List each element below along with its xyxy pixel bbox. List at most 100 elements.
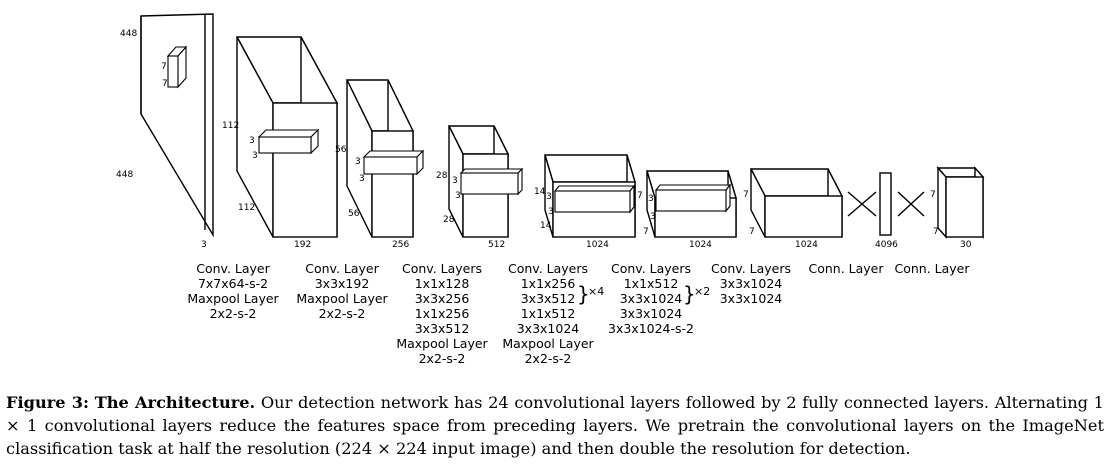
svg-text:3: 3	[650, 212, 656, 222]
block-output: 7 7 30	[930, 166, 985, 250]
svg-text:7: 7	[743, 190, 749, 200]
svg-text:Maxpool Layer: Maxpool Layer	[502, 336, 594, 351]
layer-desc-6: Conv. Layers 3x3x1024 3x3x1024	[711, 261, 791, 306]
layer-desc-2: Conv. Layer 3x3x192 Maxpool Layer 2x2-s-…	[296, 261, 388, 321]
svg-text:3x3x1024: 3x3x1024	[517, 321, 580, 336]
kernel-3x3	[553, 184, 636, 214]
block-6: 7 7 1024 3 3	[637, 170, 737, 250]
svg-text:3: 3	[546, 192, 552, 202]
caption-title: The Architecture.	[94, 393, 256, 412]
svg-text:7: 7	[930, 190, 936, 200]
svg-text:Conv. Layer: Conv. Layer	[305, 261, 379, 276]
svg-text:28: 28	[436, 171, 448, 181]
kernel-h-label: 7	[161, 62, 167, 72]
svg-text:3: 3	[359, 174, 365, 184]
svg-text:7: 7	[643, 227, 649, 237]
block-7: 7 7 1024	[743, 168, 844, 250]
svg-text:256: 256	[392, 240, 409, 250]
svg-text:Conv. Layers: Conv. Layers	[611, 261, 691, 276]
svg-text:×2: ×2	[694, 285, 710, 298]
repeat-brace-x4: } ×4	[577, 282, 604, 306]
svg-text:Maxpool Layer: Maxpool Layer	[296, 291, 388, 306]
svg-text:14: 14	[540, 221, 552, 231]
kernel-3x3	[362, 149, 425, 176]
block-input: 448 448 3 7 7	[116, 13, 214, 250]
svg-text:Conn. Layer: Conn. Layer	[894, 261, 970, 276]
svg-text:30: 30	[960, 240, 972, 250]
svg-text:3x3x1024: 3x3x1024	[720, 291, 783, 306]
kernel-3x3	[257, 128, 320, 155]
layer-desc-1: Conv. Layer 7x7x64-s-2 Maxpool Layer 2x2…	[187, 261, 279, 321]
svg-text:3: 3	[249, 136, 255, 146]
svg-text:3x3x1024: 3x3x1024	[620, 306, 683, 321]
svg-text:3x3x256: 3x3x256	[415, 291, 470, 306]
figure-caption: Figure 3: The Architecture. Our detectio…	[6, 391, 1104, 460]
svg-text:2x2-s-2: 2x2-s-2	[525, 351, 572, 366]
svg-text:56: 56	[348, 209, 360, 219]
svg-text:28: 28	[443, 215, 455, 225]
svg-text:1x1x256: 1x1x256	[521, 276, 576, 291]
repeat-brace-x2: } ×2	[683, 282, 710, 306]
layer-desc-4: Conv. Layers 1x1x256 3x3x512 1x1x512 3x3…	[502, 261, 594, 366]
svg-text:Maxpool Layer: Maxpool Layer	[396, 336, 488, 351]
svg-text:1x1x256: 1x1x256	[415, 306, 470, 321]
block-5: 14 14 1024 3 3	[534, 154, 636, 250]
svg-text:3: 3	[252, 151, 258, 161]
caption-label: Figure 3:	[6, 393, 89, 412]
architecture-diagram: 448 448 3 7 7 112 112 192 3 3 56 5	[116, 13, 985, 366]
svg-text:Conv. Layers: Conv. Layers	[508, 261, 588, 276]
svg-text:3x3x192: 3x3x192	[315, 276, 370, 291]
svg-text:112: 112	[238, 203, 255, 213]
svg-text:2x2-s-2: 2x2-s-2	[419, 351, 466, 366]
svg-text:3x3x1024-s-2: 3x3x1024-s-2	[608, 321, 694, 336]
svg-text:Conv. Layers: Conv. Layers	[711, 261, 791, 276]
input-width-label: 448	[116, 170, 133, 180]
svg-text:2x2-s-2: 2x2-s-2	[210, 306, 257, 321]
svg-text:3: 3	[455, 191, 461, 201]
kernel-3x3	[654, 183, 732, 213]
svg-text:3x3x1024: 3x3x1024	[620, 291, 683, 306]
svg-text:7: 7	[933, 227, 939, 237]
svg-text:3x3x1024: 3x3x1024	[720, 276, 783, 291]
svg-text:3x3x512: 3x3x512	[415, 321, 470, 336]
svg-text:Conv. Layer: Conv. Layer	[196, 261, 270, 276]
svg-text:3: 3	[548, 207, 554, 217]
connection-cross-1	[847, 191, 877, 217]
input-depth-label: 3	[201, 240, 207, 250]
svg-text:2x2-s-2: 2x2-s-2	[319, 306, 366, 321]
svg-text:7x7x64-s-2: 7x7x64-s-2	[198, 276, 268, 291]
svg-text:1024: 1024	[586, 240, 609, 250]
kernel-w-label: 7	[162, 79, 168, 89]
svg-text:7: 7	[749, 227, 755, 237]
layer-desc-5: Conv. Layers 1x1x512 3x3x1024 3x3x1024 3…	[608, 261, 694, 336]
svg-text:14: 14	[534, 187, 546, 197]
svg-text:192: 192	[294, 240, 311, 250]
svg-text:3: 3	[355, 157, 361, 167]
svg-text:1x1x128: 1x1x128	[415, 276, 470, 291]
svg-text:3x3x512: 3x3x512	[521, 291, 576, 306]
block-2: 112 112 192 3 3	[222, 36, 339, 250]
svg-text:1024: 1024	[689, 240, 712, 250]
connection-cross-2	[897, 191, 925, 217]
layer-desc-7: Conn. Layer	[808, 261, 884, 276]
kernel-3x3	[459, 167, 524, 196]
svg-text:4096: 4096	[875, 240, 898, 250]
svg-text:}: }	[577, 282, 590, 306]
svg-text:Maxpool Layer: Maxpool Layer	[187, 291, 279, 306]
svg-text:512: 512	[488, 240, 505, 250]
kernel-7x7	[166, 45, 188, 89]
layer-desc-3: Conv. Layers 1x1x128 3x3x256 1x1x256 3x3…	[396, 261, 488, 366]
svg-text:3: 3	[648, 194, 654, 204]
block-3: 56 56 256 3 3	[335, 79, 425, 250]
svg-text:Conn. Layer: Conn. Layer	[808, 261, 884, 276]
layer-desc-8: Conn. Layer	[894, 261, 970, 276]
svg-text:1024: 1024	[795, 240, 818, 250]
svg-text:1x1x512: 1x1x512	[624, 276, 679, 291]
block-fc-4096: 4096	[875, 172, 898, 250]
svg-text:3: 3	[452, 176, 458, 186]
svg-text:112: 112	[222, 121, 239, 131]
svg-text:56: 56	[335, 145, 347, 155]
block-4: 28 28 512 3 3	[436, 125, 524, 250]
input-height-label: 448	[120, 29, 137, 39]
svg-text:7: 7	[637, 191, 643, 201]
